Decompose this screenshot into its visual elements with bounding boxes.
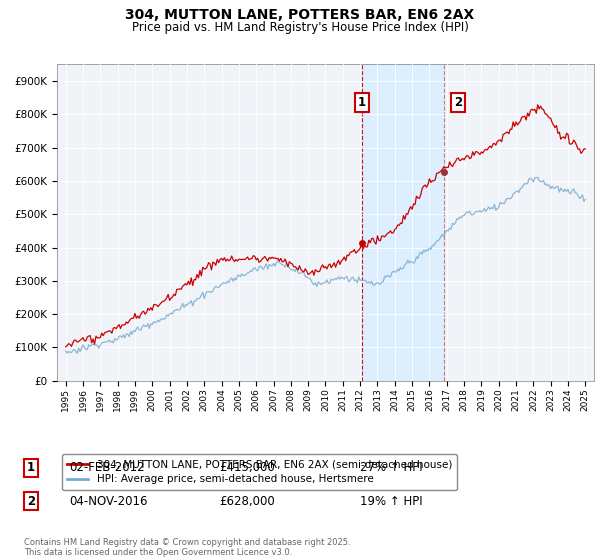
Text: £628,000: £628,000 [219,494,275,508]
Text: £415,000: £415,000 [219,461,275,474]
Text: 27% ↑ HPI: 27% ↑ HPI [360,461,422,474]
Legend: 304, MUTTON LANE, POTTERS BAR, EN6 2AX (semi-detached house), HPI: Average price: 304, MUTTON LANE, POTTERS BAR, EN6 2AX (… [62,454,457,489]
Text: 02-FEB-2012: 02-FEB-2012 [69,461,145,474]
Text: 1: 1 [358,96,366,109]
Text: 04-NOV-2016: 04-NOV-2016 [69,494,148,508]
Text: 304, MUTTON LANE, POTTERS BAR, EN6 2AX: 304, MUTTON LANE, POTTERS BAR, EN6 2AX [125,8,475,22]
Text: Contains HM Land Registry data © Crown copyright and database right 2025.
This d: Contains HM Land Registry data © Crown c… [24,538,350,557]
Text: 2: 2 [454,96,462,109]
Text: 19% ↑ HPI: 19% ↑ HPI [360,494,422,508]
Text: 2: 2 [27,494,35,508]
Text: 1: 1 [27,461,35,474]
Text: Price paid vs. HM Land Registry's House Price Index (HPI): Price paid vs. HM Land Registry's House … [131,21,469,34]
Bar [362,64,444,381]
